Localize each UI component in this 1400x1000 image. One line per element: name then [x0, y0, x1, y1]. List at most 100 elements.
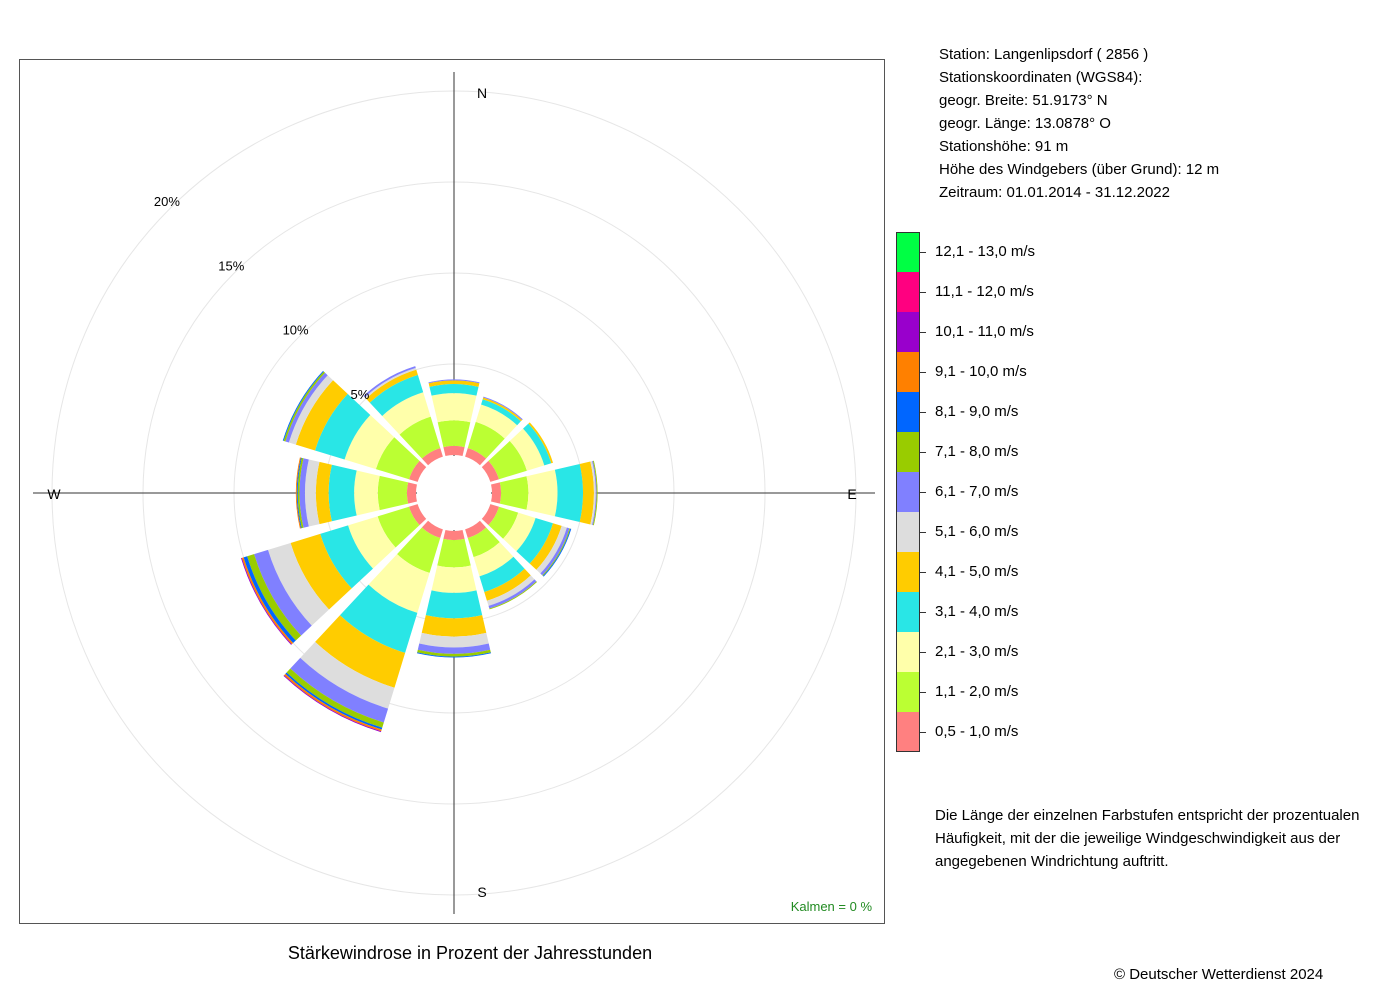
sector-240-class-5 [290, 533, 352, 610]
sector-240-class-7 [254, 549, 312, 636]
sector-90-class-1 [491, 482, 502, 504]
legend-label: 1,1 - 2,0 m/s [935, 683, 1019, 700]
legend-tick [920, 692, 926, 693]
sector-270-class-4 [328, 464, 357, 522]
sector-150-class-5 [484, 568, 531, 601]
sector-60-class-4 [523, 423, 552, 466]
legend-label: 9,1 - 10,0 m/s [935, 363, 1027, 380]
compass-label-W: W [47, 486, 61, 502]
sector-240-class-3 [348, 516, 396, 569]
legend-label: 6,1 - 7,0 m/s [935, 483, 1019, 500]
sector-0-class-2 [437, 420, 471, 448]
sector-0-class-4 [429, 384, 479, 396]
sector-270-class-3 [354, 470, 380, 516]
legend-border [896, 232, 920, 752]
legend-tick [920, 532, 926, 533]
ring-label-20: 20% [154, 194, 180, 209]
legend-label: 7,1 - 8,0 m/s [935, 443, 1019, 460]
sector-300-class-5 [295, 380, 348, 451]
legend-tick [920, 332, 926, 333]
calm-label: Kalmen = 0 % [790, 899, 872, 914]
sector-270-class-7 [299, 458, 309, 528]
sector-270-class-1 [406, 482, 417, 504]
legend-tick [920, 492, 926, 493]
sector-240-class-9 [243, 556, 296, 644]
legend-tick [920, 732, 926, 733]
sector-30-class-1 [465, 447, 487, 466]
sector-120-class-6 [536, 525, 567, 574]
center-hub [417, 456, 491, 530]
sector-210-class-5 [315, 615, 406, 688]
compass-label-S: S [477, 884, 486, 900]
sector-90-class-5 [579, 461, 594, 525]
time-period: Zeitraum: 01.01.2014 - 31.12.2022 [939, 184, 1170, 201]
sector-330-class-3 [382, 392, 431, 435]
sector-240-class-2 [377, 506, 420, 548]
sector-270-class-10 [295, 457, 301, 529]
sector-0-class-5 [428, 380, 480, 387]
sector-150-class-2 [467, 527, 500, 558]
ring-label-15: 15% [218, 258, 244, 273]
sector-300-class-4 [314, 393, 371, 460]
sector-210-class-7 [290, 657, 389, 723]
legend-tick [920, 372, 926, 373]
sector-120-class-7 [540, 527, 570, 576]
sector-150-class-1 [465, 520, 487, 539]
legend-tick [920, 452, 926, 453]
legend-label: 12,1 - 13,0 m/s [935, 243, 1036, 260]
sector-300-class-1 [408, 460, 427, 482]
legend-tick [920, 412, 926, 413]
sector-240-class-4 [320, 525, 373, 589]
sector-120-class-1 [481, 504, 500, 526]
sector-30-class-3 [475, 404, 518, 439]
sector-180-class-1 [443, 530, 465, 541]
legend-tick [920, 652, 926, 653]
legend-label: 11,1 - 12,0 m/s [935, 283, 1034, 300]
ring-label-5: 5% [351, 387, 370, 402]
sector-60-class-5 [528, 422, 553, 464]
station-elevation: Stationshöhe: 91 m [939, 138, 1069, 155]
sector-150-class-4 [479, 556, 525, 592]
sector-150-class-7 [488, 579, 537, 609]
sector-210-class-4 [339, 584, 418, 653]
legend-swatch [896, 432, 920, 472]
legend-label: 4,1 - 5,0 m/s [935, 563, 1019, 580]
legend-label: 5,1 - 6,0 m/s [935, 523, 1019, 540]
sector-0-class-3 [431, 393, 477, 423]
sector-120-class-3 [503, 512, 536, 552]
sector-300-class-7 [285, 372, 328, 443]
station-coords-header: Stationskoordinaten (WGS84): [939, 69, 1143, 86]
sector-330-class-7 [363, 366, 416, 398]
legend-label: 2,1 - 3,0 m/s [935, 643, 1019, 660]
sector-270-class-6 [304, 459, 320, 527]
sector-60-class-1 [481, 460, 500, 482]
sector-180-class-9 [416, 652, 492, 658]
sector-180-class-2 [437, 538, 471, 568]
sector-210-class-2 [397, 527, 441, 573]
sector-90-class-6 [590, 461, 596, 525]
sector-240-class-6 [267, 542, 330, 626]
sector-30-class-4 [481, 399, 521, 426]
sector-300-class-3 [344, 414, 395, 470]
sector-210-class-6 [300, 641, 395, 709]
sector-90-class-2 [499, 476, 529, 510]
sector-90-class-3 [526, 469, 558, 517]
sector-270-class-8 [297, 457, 304, 529]
station-longitude: geogr. Länge: 13.0878° O [939, 115, 1111, 132]
wind-rose-plot: 5% 10% 15% 20% N E S W Kalmen = 0 % [19, 59, 885, 924]
legend-tick [920, 292, 926, 293]
legend-tick [920, 572, 926, 573]
sector-120-class-2 [488, 506, 519, 539]
wind-rose-svg: 5% 10% 15% 20% N E S W [33, 72, 875, 914]
sector-180-class-7 [417, 643, 491, 654]
legend-label: 10,1 - 11,0 m/s [935, 323, 1034, 340]
sector-30-class-2 [467, 421, 505, 459]
sector-180-class-3 [431, 565, 477, 593]
sector-90-class-7 [592, 460, 597, 526]
sector-180-class-4 [425, 590, 483, 619]
sector-300-class-6 [288, 375, 334, 445]
sector-180-class-5 [421, 615, 487, 637]
station-latitude: geogr. Breite: 51.9173° N [939, 92, 1108, 109]
legend-label: 0,5 - 1,0 m/s [935, 723, 1019, 740]
sector-330-class-1 [421, 447, 443, 466]
